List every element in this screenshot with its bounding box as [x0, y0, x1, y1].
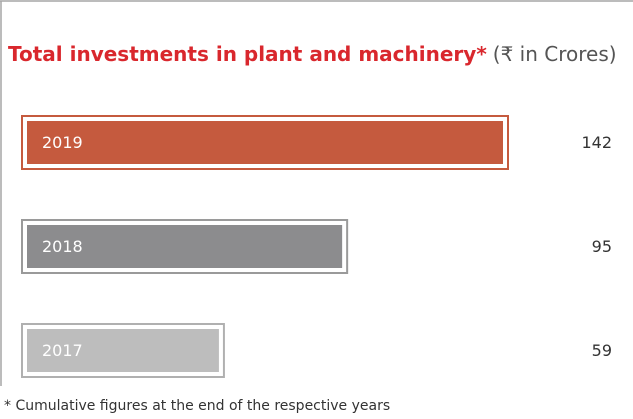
bar-outline — [21, 323, 225, 378]
category-label: 2017 — [42, 341, 83, 360]
bar — [27, 225, 343, 268]
bar-outline — [21, 219, 349, 274]
bar — [27, 121, 503, 164]
footnote: * Cumulative figures at the end of the r… — [4, 398, 390, 414]
value-label: 95 — [592, 237, 612, 256]
category-label: 2019 — [42, 133, 83, 152]
chart-title: Total investments in plant and machinery… — [8, 42, 487, 66]
bar — [27, 329, 219, 372]
chart-title-group: Total investments in plant and machinery… — [8, 42, 617, 66]
category-label: 2018 — [42, 237, 83, 256]
chart-subtitle: (₹ in Crores) — [493, 42, 617, 66]
value-label: 142 — [581, 133, 612, 152]
value-label: 59 — [592, 341, 612, 360]
bar-outline — [21, 115, 509, 170]
